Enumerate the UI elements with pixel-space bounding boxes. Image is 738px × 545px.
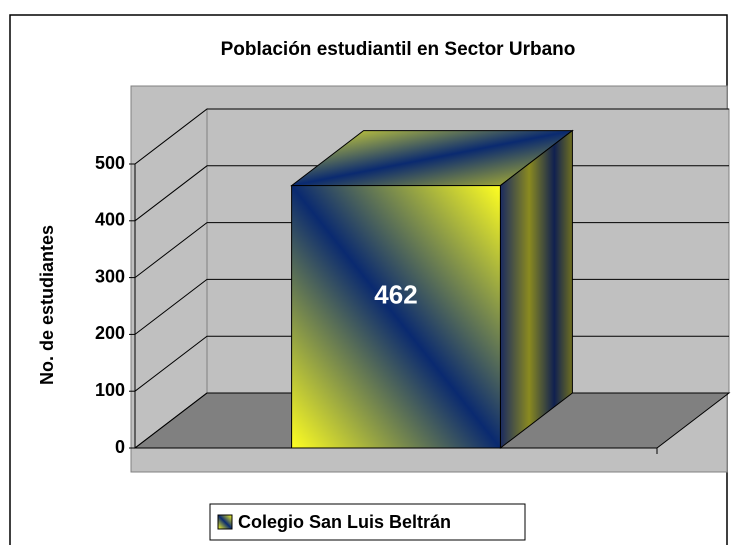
legend-swatch: [217, 514, 233, 530]
bar: [291, 185, 501, 449]
chart-title: Población estudiantil en Sector Urbano: [221, 39, 576, 60]
y-tick-label: 0: [115, 437, 125, 457]
legend: [209, 503, 526, 541]
side-wall: [134, 107, 208, 450]
y-tick-label: 200: [95, 323, 125, 343]
y-axis-label: No. de estudiantes: [37, 225, 57, 385]
y-tick-label: 400: [95, 210, 125, 230]
bar-side: [499, 129, 573, 450]
legend-label: Colegio San Luis Beltrán: [238, 512, 451, 532]
y-tick-label: 300: [95, 266, 125, 286]
grid-line: [134, 108, 729, 165]
y-tick-label: 100: [95, 380, 125, 400]
y-tick-label: 500: [95, 153, 125, 173]
data-label: 462: [374, 280, 417, 310]
